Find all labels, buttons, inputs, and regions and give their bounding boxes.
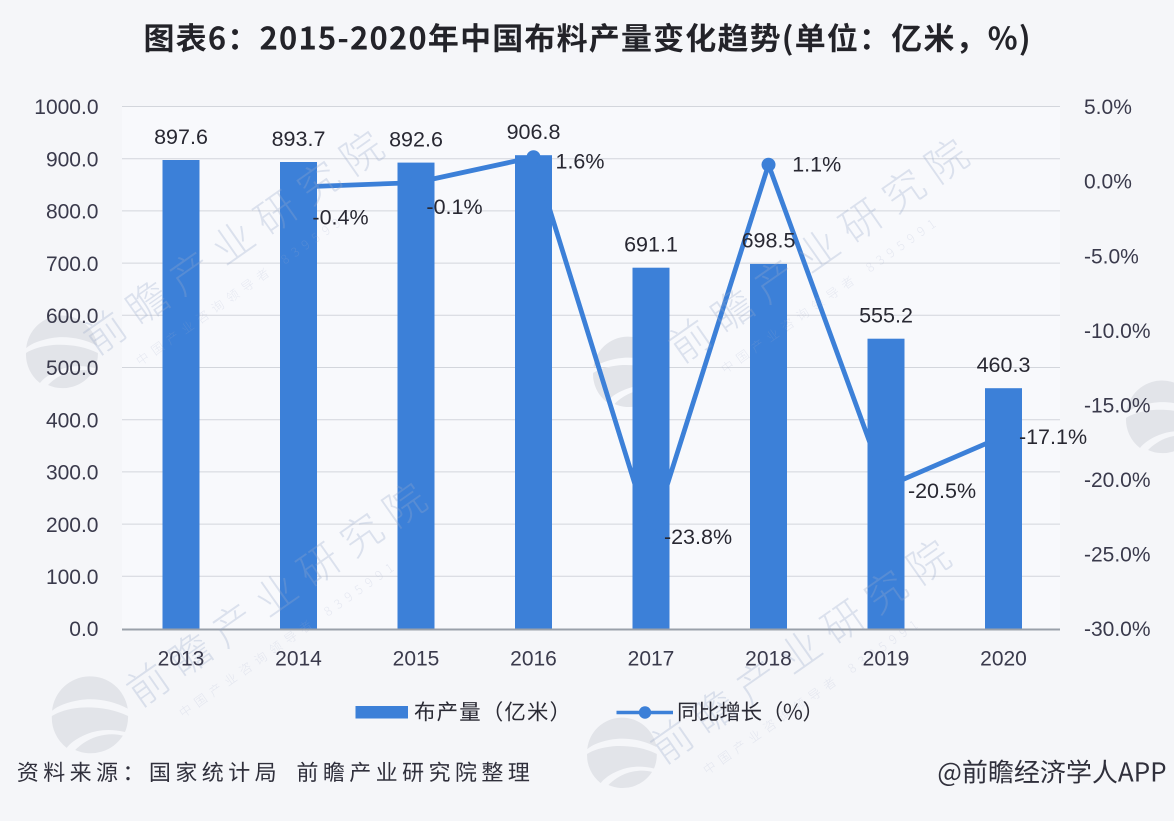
svg-text:-15.0%: -15.0% <box>1084 394 1151 417</box>
svg-text:-17.1%: -17.1% <box>1019 425 1087 449</box>
svg-text:400.0: 400.0 <box>46 409 99 432</box>
svg-text:1.6%: 1.6% <box>555 150 604 174</box>
svg-text:600.0: 600.0 <box>46 305 99 328</box>
svg-text:2014: 2014 <box>275 647 322 670</box>
svg-text:100.0: 100.0 <box>46 566 99 589</box>
svg-text:0.0: 0.0 <box>69 618 98 641</box>
svg-text:906.8: 906.8 <box>507 120 561 144</box>
svg-text:-5.0%: -5.0% <box>1084 245 1139 268</box>
svg-text:698.5: 698.5 <box>742 229 796 253</box>
svg-text:1000.0: 1000.0 <box>34 96 98 119</box>
svg-text:-25.0%: -25.0% <box>1084 544 1151 567</box>
svg-text:2016: 2016 <box>510 647 557 670</box>
svg-text:893.7: 893.7 <box>272 127 326 151</box>
svg-text:-0.1%: -0.1% <box>426 195 482 219</box>
svg-text:800.0: 800.0 <box>46 201 99 224</box>
svg-text:-20.0%: -20.0% <box>1084 469 1151 492</box>
svg-text:1.1%: 1.1% <box>792 152 841 176</box>
svg-text:-10.0%: -10.0% <box>1084 320 1151 343</box>
svg-text:2019: 2019 <box>863 647 910 670</box>
svg-text:2017: 2017 <box>628 647 675 670</box>
svg-text:2015: 2015 <box>393 647 440 670</box>
svg-text:897.6: 897.6 <box>154 125 208 149</box>
svg-text:-0.4%: -0.4% <box>312 205 368 229</box>
svg-text:700.0: 700.0 <box>46 253 99 276</box>
svg-text:200.0: 200.0 <box>46 514 99 537</box>
svg-text:-20.5%: -20.5% <box>908 479 976 503</box>
svg-text:2018: 2018 <box>745 647 792 670</box>
svg-text:2020: 2020 <box>980 647 1027 670</box>
svg-text:-30.0%: -30.0% <box>1084 618 1151 641</box>
svg-text:500.0: 500.0 <box>46 357 99 380</box>
svg-text:5.0%: 5.0% <box>1084 96 1132 119</box>
svg-text:2013: 2013 <box>158 647 205 670</box>
svg-text:900.0: 900.0 <box>46 148 99 171</box>
svg-text:892.6: 892.6 <box>389 127 443 151</box>
svg-text:-23.8%: -23.8% <box>664 525 732 549</box>
svg-text:300.0: 300.0 <box>46 462 99 485</box>
svg-text:0.0%: 0.0% <box>1084 171 1132 194</box>
svg-text:460.3: 460.3 <box>977 353 1031 377</box>
svg-text:555.2: 555.2 <box>859 304 913 328</box>
svg-text:691.1: 691.1 <box>624 233 678 257</box>
